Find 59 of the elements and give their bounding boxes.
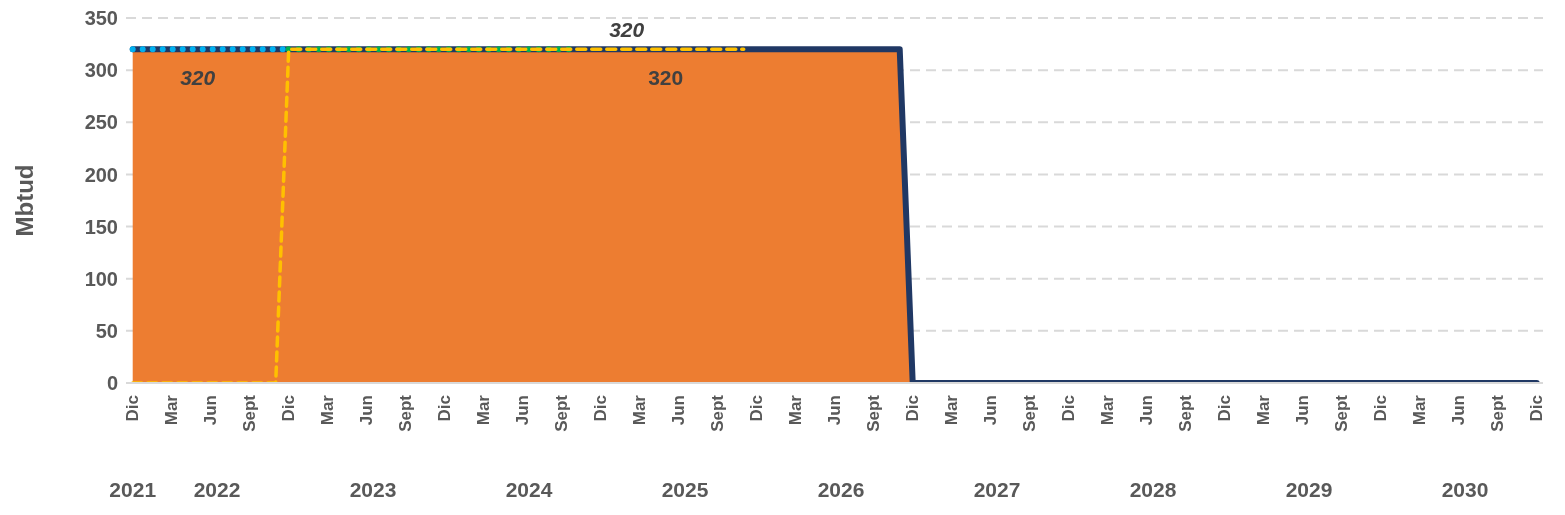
x-tick-label: Dic bbox=[903, 395, 923, 422]
x-tick-label: Jun bbox=[981, 395, 1001, 426]
x2-tick-label: 2027 bbox=[973, 478, 1021, 501]
data-label: 320 bbox=[609, 18, 645, 42]
x-tick-label: Sept bbox=[864, 394, 884, 432]
x-tick-label: Dic bbox=[1215, 395, 1235, 422]
y-tick-label: 200 bbox=[84, 163, 118, 186]
x2-tick-label: 2029 bbox=[1285, 478, 1333, 501]
x2-tick-label: 2028 bbox=[1129, 478, 1177, 501]
x-tick-label: Sept bbox=[240, 394, 260, 432]
x-tick-label: Mar bbox=[630, 394, 650, 426]
x-tick-label: Dic bbox=[747, 395, 767, 422]
x-tick-label: Sept bbox=[1176, 394, 1196, 432]
x-tick-label: Sept bbox=[396, 394, 416, 432]
x-tick-label: Dic bbox=[123, 395, 143, 422]
data-label: 320 bbox=[648, 66, 684, 90]
x2-tick-label: 2023 bbox=[349, 478, 397, 501]
x-tick-label: Jun bbox=[1137, 395, 1157, 426]
x-tick-label: Jun bbox=[201, 395, 221, 426]
x-tick-label: Dic bbox=[591, 395, 611, 422]
y-axis-title: Mbtud bbox=[10, 164, 38, 237]
x-tick-label: Dic bbox=[1371, 395, 1391, 422]
x-tick-label: Jun bbox=[357, 395, 377, 426]
x-tick-label: Dic bbox=[435, 395, 455, 422]
x-tick-label: Jun bbox=[669, 395, 689, 426]
x-tick-label: Mar bbox=[1098, 394, 1118, 426]
x-tick-label: Mar bbox=[1254, 394, 1274, 426]
x2-tick-label: 2025 bbox=[661, 478, 709, 501]
x-tick-label: Sept bbox=[552, 394, 572, 432]
x-tick-label: Jun bbox=[825, 395, 845, 426]
x-tick-label: Sept bbox=[1488, 394, 1508, 432]
x-tick-label: Jun bbox=[513, 395, 533, 426]
x-tick-label: Mar bbox=[162, 394, 182, 426]
x2-tick-label: 2030 bbox=[1441, 478, 1489, 501]
x-tick-label: Dic bbox=[1527, 395, 1547, 422]
y-tick-label: 100 bbox=[84, 267, 118, 290]
y-tick-label: 350 bbox=[84, 7, 118, 30]
x-tick-label: Dic bbox=[279, 395, 299, 422]
x-tick-label: Mar bbox=[474, 394, 494, 426]
x2-tick-label: 2021 bbox=[109, 478, 157, 501]
y-tick-label: 300 bbox=[84, 59, 118, 82]
data-label: 320 bbox=[180, 66, 216, 90]
y-tick-label: 250 bbox=[84, 111, 118, 134]
x-tick-label: Mar bbox=[786, 394, 806, 426]
x-tick-label: Sept bbox=[708, 394, 728, 432]
y-tick-label: 50 bbox=[95, 319, 118, 342]
x-tick-label: Mar bbox=[1410, 394, 1430, 426]
x-tick-label: Mar bbox=[318, 394, 338, 426]
x-tick-label: Jun bbox=[1449, 395, 1469, 426]
y-tick-label: 150 bbox=[84, 215, 118, 238]
x-tick-label: Sept bbox=[1332, 394, 1352, 432]
y-tick-label: 0 bbox=[106, 372, 118, 395]
x-tick-label: Sept bbox=[1020, 394, 1040, 432]
x2-tick-label: 2022 bbox=[193, 478, 241, 501]
x-tick-label: Jun bbox=[1293, 395, 1313, 426]
x2-tick-label: 2024 bbox=[505, 478, 553, 501]
x-tick-label: Dic bbox=[1059, 395, 1079, 422]
x-tick-label: Mar bbox=[942, 394, 962, 426]
x2-tick-label: 2026 bbox=[817, 478, 865, 501]
